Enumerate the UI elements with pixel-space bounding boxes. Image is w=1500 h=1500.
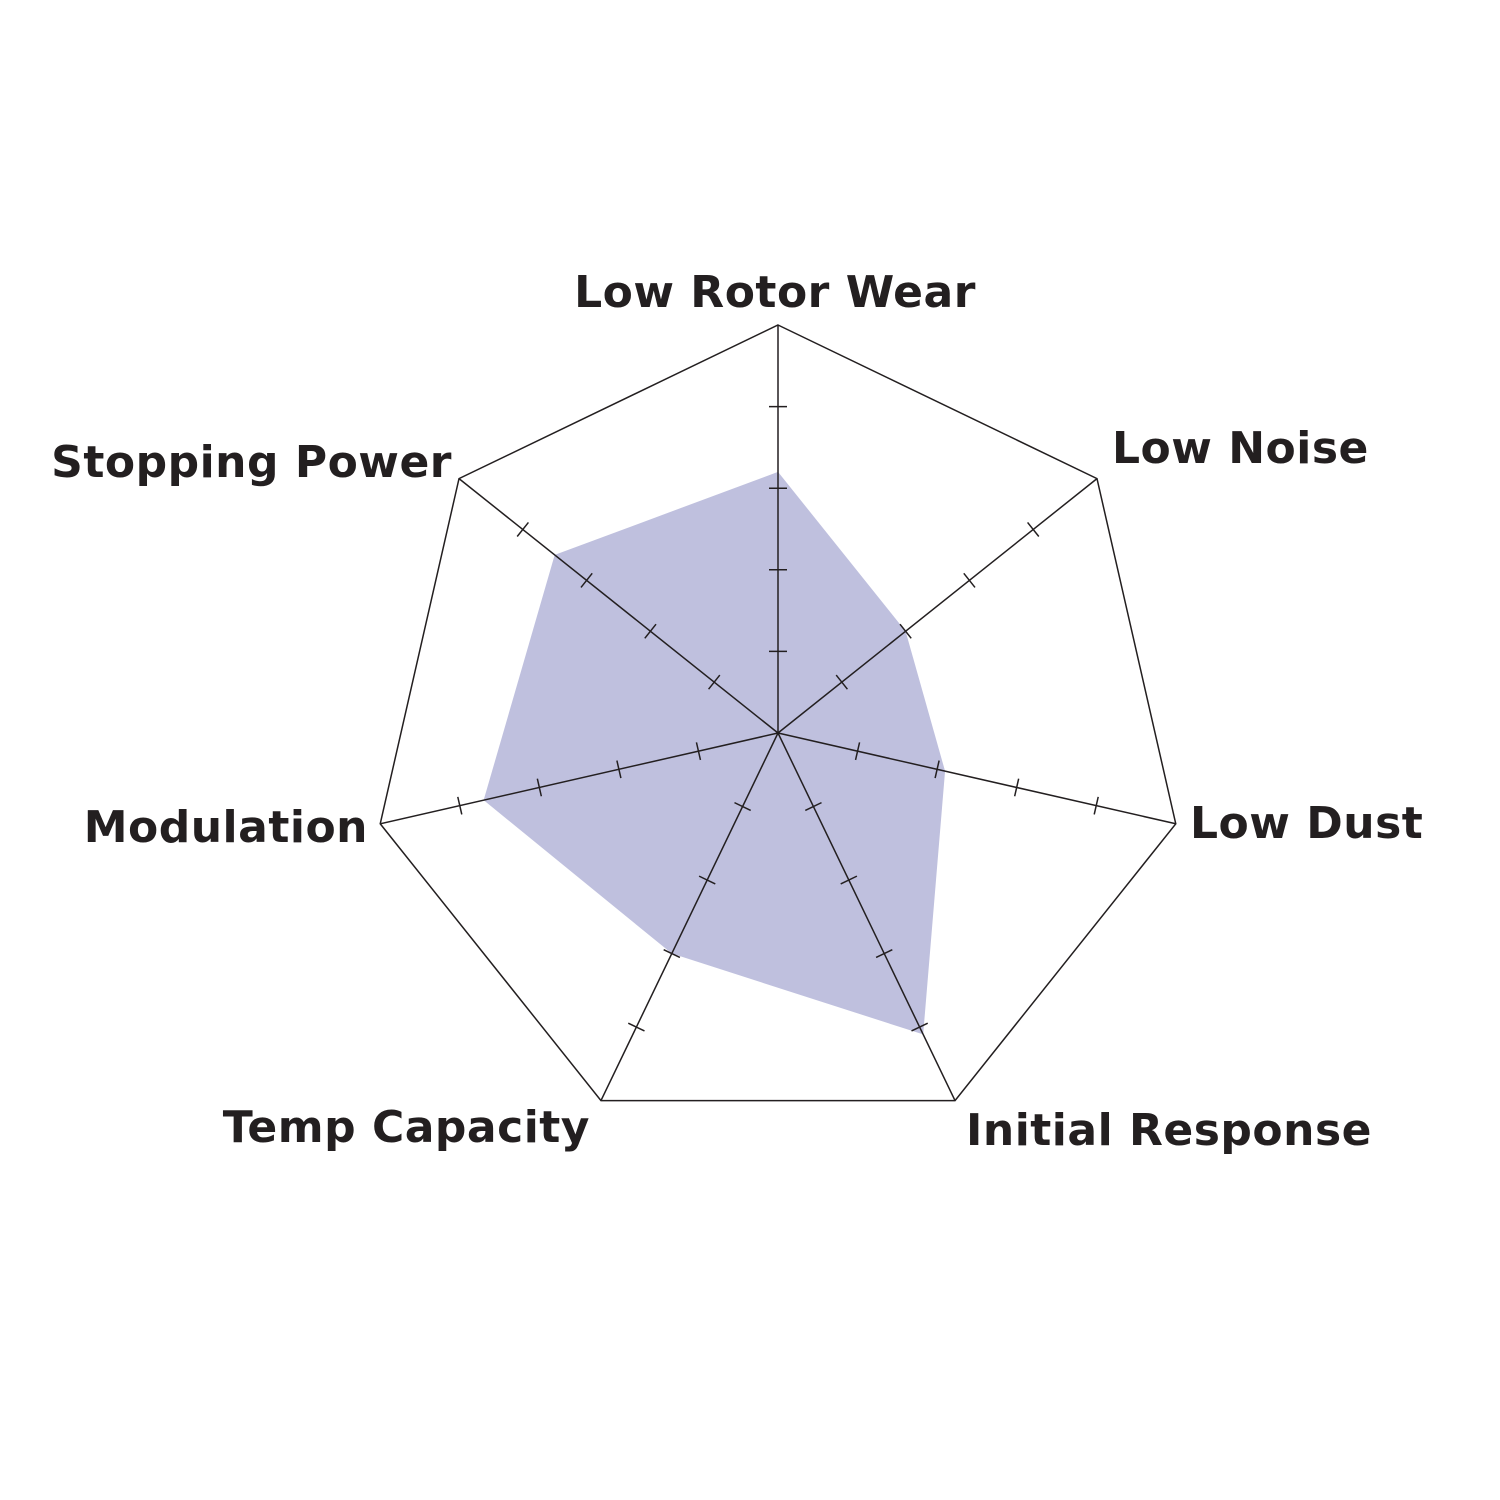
axis-tick xyxy=(875,948,893,959)
axis-line xyxy=(777,732,1176,825)
axis-tick xyxy=(734,801,752,812)
axis-tick xyxy=(695,742,702,761)
category-label: Stopping Power xyxy=(51,437,452,488)
axis-tick xyxy=(536,778,543,797)
axis-tick xyxy=(934,760,940,779)
axis-tick xyxy=(835,674,848,690)
axis-tick xyxy=(963,572,976,588)
axis-line xyxy=(600,732,779,1101)
category-label: Temp Capacity xyxy=(223,1102,590,1153)
axis-tick xyxy=(854,742,861,761)
axis-tick xyxy=(1013,778,1020,797)
series-area xyxy=(483,471,946,1035)
axis-tick xyxy=(516,521,530,537)
axis-tick xyxy=(627,1022,645,1032)
axis-tick xyxy=(1093,796,1099,815)
axis-tick xyxy=(580,572,593,588)
outer-frame xyxy=(379,324,1177,1102)
axis-tick xyxy=(804,801,822,812)
axis-tick xyxy=(644,623,657,639)
axis-tick xyxy=(698,875,716,885)
axis-tick xyxy=(899,623,912,639)
axis-tick xyxy=(457,796,463,815)
axis-tick xyxy=(840,875,858,885)
category-label: Low Dust xyxy=(1190,798,1423,849)
axis-tick xyxy=(663,948,681,959)
axis-line xyxy=(380,732,779,825)
axis-line xyxy=(777,478,1098,734)
axis-line xyxy=(458,478,779,734)
axis-tick xyxy=(911,1022,929,1032)
axis-tick xyxy=(616,760,622,779)
axis-tick xyxy=(708,674,721,690)
category-label: Low Noise xyxy=(1112,423,1369,474)
category-label: Initial Response xyxy=(966,1105,1372,1156)
category-label: Modulation xyxy=(84,802,368,853)
category-label: Low Rotor Wear xyxy=(574,267,976,318)
axis-tick xyxy=(1026,521,1040,537)
axis-line xyxy=(777,732,956,1101)
